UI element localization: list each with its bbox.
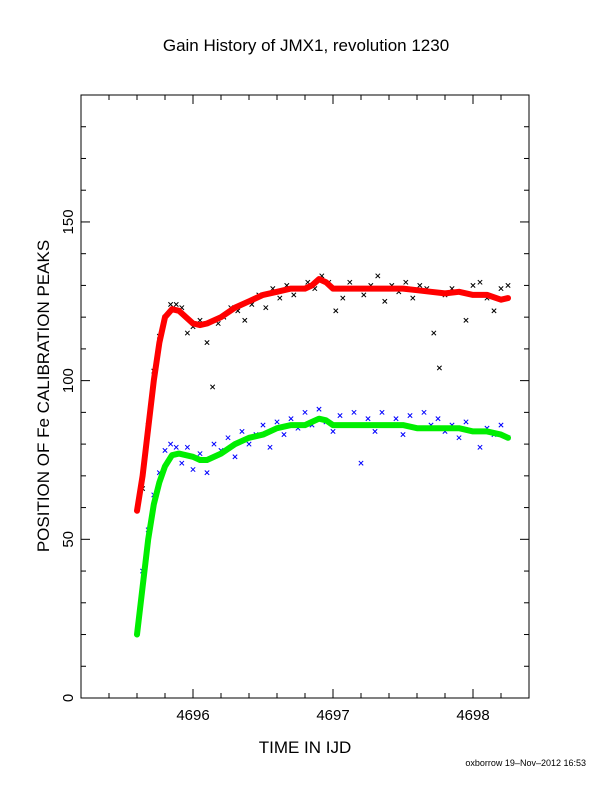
data-point [281,432,287,438]
data-point [491,308,497,314]
data-point [204,470,210,476]
data-point [463,419,469,425]
data-point [375,273,381,279]
data-point [316,406,322,412]
data-point [173,301,179,308]
data-point [379,409,385,415]
data-point [162,447,168,454]
data-point [417,282,423,288]
data-series [134,273,511,638]
data-point [168,301,174,308]
data-point [197,451,203,457]
data-point [456,435,462,441]
x-tick-label: 4698 [456,707,489,724]
data-point [184,330,190,336]
data-point [470,282,476,288]
data-point [288,416,294,422]
data-point [190,466,196,473]
data-point [505,282,511,288]
data-point [393,416,399,422]
data-point [421,409,427,415]
data-point [239,428,245,434]
data-point [302,409,308,415]
data-point [463,317,469,323]
data-point [498,422,504,428]
x-tick-label: 4697 [316,707,349,724]
data-point [435,416,441,422]
axis-ticks: 0 50 100 150 4696 4697 4698 [60,94,530,724]
data-point [291,292,297,298]
data-point [361,292,367,298]
data-point [403,279,409,285]
data-point [277,295,283,301]
fit-line-2 [134,276,511,514]
plot-frame [80,94,530,699]
data-point [340,295,346,301]
plot-credit: oxborrow 19–Nov–2012 16:53 [465,758,586,768]
y-tick-label: 100 [60,368,77,393]
data-point [400,432,406,438]
data-point [210,384,216,390]
data-point [225,435,231,441]
data-point [382,298,388,304]
data-point [365,416,371,422]
data-point [337,412,343,419]
data-point [330,428,336,434]
data-point [477,444,483,450]
data-point [351,409,357,415]
data-point [246,441,252,447]
data-point [211,441,217,447]
data-point [179,460,185,466]
data-point [410,295,416,301]
data-point [173,444,179,450]
data-point [242,317,248,323]
data-point [232,454,238,460]
x-axis-label: TIME IN IJD [258,738,352,757]
data-point [267,444,273,450]
data-point [263,305,269,311]
y-tick-label: 0 [60,694,77,702]
data-point [498,286,504,292]
data-point [436,365,442,371]
x-tick-label: 4696 [176,707,209,724]
data-point [372,428,378,434]
data-point [347,279,353,285]
y-tick-label: 150 [60,209,77,234]
chart-title: Gain History of JMX1, revolution 1230 [162,36,450,55]
data-point [431,330,437,336]
scatter-series-1 [140,406,511,574]
data-point [184,444,190,450]
data-point [333,308,339,314]
data-point [260,422,266,428]
data-point [407,412,413,419]
data-point [274,419,280,425]
data-point [477,279,483,285]
data-point [358,460,364,466]
scatter-series-0 [140,273,511,492]
y-tick-label: 50 [60,531,77,548]
data-point [168,441,174,447]
fit-line-3 [134,415,511,638]
data-point [204,339,210,346]
